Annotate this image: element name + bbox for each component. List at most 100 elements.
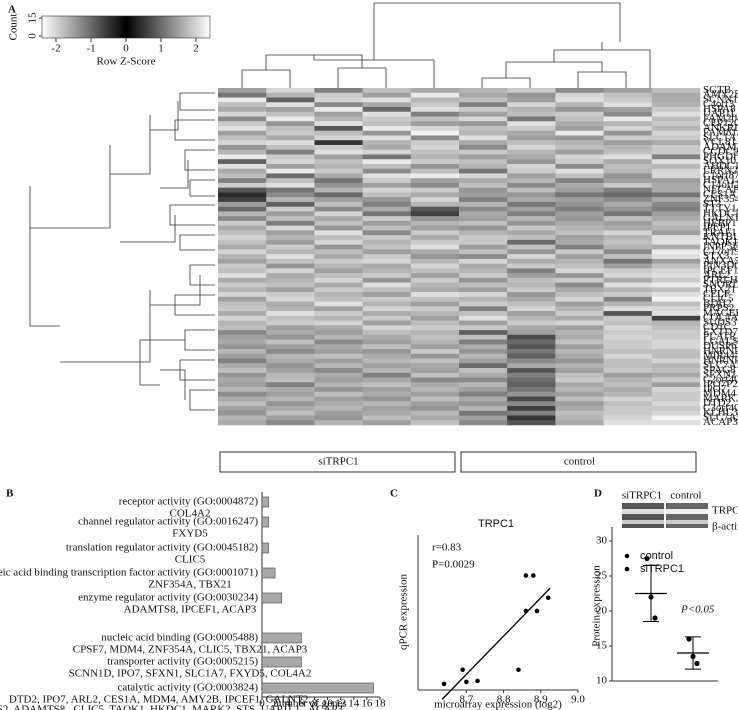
gene-label: ADAMTS8 (703, 141, 738, 153)
heatmap-cell (651, 315, 701, 321)
heatmap-cell (507, 149, 556, 155)
heatmap-cell (410, 211, 460, 217)
heatmap-cell (555, 206, 604, 212)
heatmap-cell (507, 344, 556, 350)
heatmap-cell (651, 268, 701, 274)
heatmap-cell (362, 339, 412, 345)
heatmap-cell (603, 287, 653, 293)
heatmap-cell (314, 396, 363, 402)
heatmap-cell (651, 88, 701, 94)
heatmap-cell (603, 353, 653, 359)
heatmap-cell (266, 401, 315, 407)
heatmap-cell (507, 277, 556, 283)
heatmap-cell (314, 277, 363, 283)
heatmap-cell (362, 325, 412, 331)
gene-label: C1orf87 (703, 169, 738, 181)
heatmap-cell (362, 92, 412, 98)
heatmap-cell (362, 396, 412, 402)
gene-label: HNRNPKP4 (703, 345, 738, 357)
heatmap-cell (266, 102, 315, 108)
heatmap-cell (410, 249, 460, 255)
heatmap-cell (459, 315, 508, 321)
heatmap-cell (362, 306, 412, 312)
heatmap-cell (507, 363, 556, 369)
heatmap-cell (218, 244, 267, 250)
heatmap-cell (507, 211, 556, 217)
category-label: catalytic activity (GO:0003824) (117, 682, 258, 694)
x-tick-label: 8.8 (497, 694, 511, 706)
heatmap-cell (314, 334, 363, 340)
gene-label: HKDC1 (703, 207, 738, 219)
heatmap-cell (603, 415, 653, 421)
heatmap-cell (555, 220, 604, 226)
heatmap-cell (218, 330, 267, 336)
heatmap-cell (459, 173, 508, 179)
x-tick-label: 10 (322, 698, 334, 710)
heatmap-cell (410, 154, 460, 160)
gene-list: COL4A2 (170, 508, 211, 520)
heatmap-cell (603, 201, 653, 207)
category-label: enzyme regulator activity (GO:0030234) (78, 592, 258, 604)
heatmap-cell (651, 220, 701, 226)
heatmap-cell (362, 159, 412, 165)
heatmap-cell (362, 178, 412, 184)
heatmap-cell (362, 192, 412, 198)
heatmap-cell (651, 363, 701, 369)
heatmap-cell (555, 258, 604, 264)
heatmap-cell (362, 102, 412, 108)
y-axis-label: qPCR expression (398, 573, 410, 650)
heatmap-cell (410, 334, 460, 340)
gene-label: PIN3DC1 (703, 260, 738, 272)
heatmap-cell (507, 168, 556, 174)
heatmap-cell (218, 88, 267, 94)
heatmap-cell (603, 130, 653, 136)
gene-list: CPSF7, MDM4, ZNF354A, CLIC5, TBX21, ACAP… (73, 644, 308, 656)
heatmap-cell (555, 387, 604, 393)
heatmap-cell (266, 420, 315, 426)
heatmap-cell (218, 301, 267, 307)
gene-label: FAM204A (703, 112, 738, 124)
gene-label: LGALS9 (703, 335, 738, 347)
heatmap-cell (507, 254, 556, 260)
gene-list: DTD2, IPO7, ARL2, CES1A, MDM4, AMY2B, IP… (9, 694, 311, 706)
heatmap-cell (507, 415, 556, 421)
heatmap-cell (507, 353, 556, 359)
heatmap-cell (314, 178, 363, 184)
category-label: translation regulator activity (GO:00451… (66, 542, 258, 554)
heatmap-cell (314, 144, 363, 151)
heatmap-cell (410, 192, 460, 198)
heatmap-cell (314, 306, 363, 312)
heatmap-cell (362, 187, 412, 193)
category-label: receptor activity (GO:0004872) (119, 496, 259, 508)
heatmap-cell (266, 249, 315, 255)
heatmap-cell (218, 187, 267, 193)
heatmap-cell (507, 88, 556, 94)
heatmap-cell (507, 263, 556, 269)
heatmap-cell (266, 225, 315, 231)
heatmap-cell (362, 311, 412, 317)
gene-label: CELF (703, 288, 730, 300)
x-tick-label: 6 (299, 698, 305, 710)
heatmap-cell (459, 182, 508, 188)
heatmap-cell (603, 273, 653, 279)
heatmap-cell (507, 135, 556, 141)
heatmap-cell (410, 344, 460, 350)
heatmap-cell (651, 334, 701, 340)
bar (261, 632, 302, 644)
heatmap-cell (507, 102, 556, 108)
heatmap-cell (507, 258, 556, 264)
annotation: r=0.83 (432, 542, 462, 554)
legend-marker (624, 553, 630, 559)
heatmap-cell (459, 325, 508, 331)
heatmap-cell (218, 211, 267, 217)
y-tick-label: 10 (596, 675, 608, 687)
heatmap-cell (507, 159, 556, 165)
heatmap-cell (410, 220, 460, 226)
heatmap-cell (266, 211, 315, 217)
heatmap-cell (651, 406, 701, 412)
heatmap-cell (218, 192, 267, 198)
heatmap-cell (459, 206, 508, 212)
heatmap-cell (603, 311, 653, 317)
heatmap-cell (218, 391, 267, 397)
heatmap-cell (266, 135, 315, 141)
